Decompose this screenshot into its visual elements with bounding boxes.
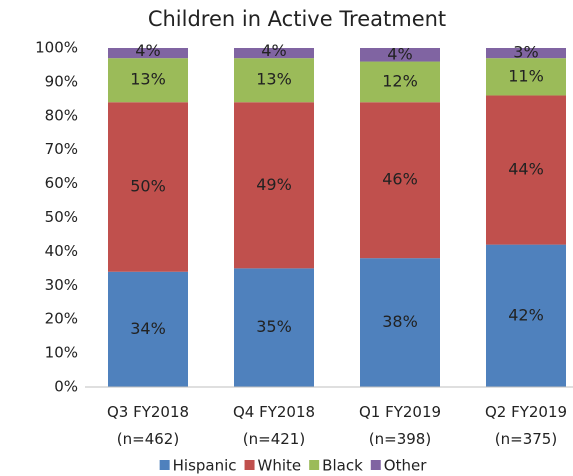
y-tick-label: 40% [45, 242, 78, 260]
value-label: 50% [130, 176, 166, 195]
legend-item: Other [370, 457, 427, 475]
legend-swatch [244, 460, 255, 470]
x-tick-label: Q3 FY2018 (n=462) [107, 403, 189, 448]
y-tick-label: 0% [54, 378, 78, 396]
bar-segment [234, 268, 314, 387]
x-tick-label: Q2 FY2019 (n=375) [485, 403, 567, 448]
value-label: 13% [256, 70, 292, 89]
value-label: 44% [508, 160, 544, 179]
y-tick-label: 70% [45, 140, 78, 158]
value-label: 42% [508, 305, 544, 324]
bar-segment [360, 61, 440, 103]
value-label: 4% [261, 41, 286, 60]
y-tick-label: 80% [45, 106, 78, 124]
y-tick-label: 50% [45, 208, 78, 226]
value-label: 11% [508, 66, 544, 85]
legend-label: Black [322, 457, 363, 475]
y-tick-label: 90% [45, 72, 78, 90]
bar-segment [108, 58, 188, 103]
value-label: 12% [382, 71, 418, 90]
y-tick-label: 20% [45, 310, 78, 328]
legend-label: Hispanic [173, 457, 237, 475]
y-tick-label: 30% [45, 276, 78, 294]
plot-area [108, 48, 566, 387]
y-tick-label: 100% [35, 39, 78, 57]
y-tick-label: 60% [45, 174, 78, 192]
legend-swatch [159, 460, 170, 470]
value-label: 35% [256, 317, 292, 336]
value-label: 46% [382, 170, 418, 189]
legend-label: Other [384, 457, 427, 475]
bar-segment [360, 102, 440, 259]
legend-swatch [309, 460, 320, 470]
bar-segment [108, 48, 188, 59]
bar-segment [360, 48, 440, 62]
legend-item: White [244, 457, 302, 475]
bar-segment [486, 48, 566, 59]
chart-title: Children in Active Treatment [148, 7, 446, 31]
legend-swatch [370, 460, 381, 470]
y-tick-label: 10% [45, 344, 78, 362]
value-label: 13% [130, 70, 166, 89]
bar-segment [108, 102, 188, 272]
bar-segment [108, 271, 188, 387]
x-tick-label: Q4 FY2018 (n=421) [233, 403, 315, 448]
bar-segment [486, 244, 566, 387]
bar-segment [234, 48, 314, 59]
value-label: 3% [513, 43, 538, 62]
value-label: 34% [130, 319, 166, 338]
value-label: 49% [256, 175, 292, 194]
value-label: 38% [382, 312, 418, 331]
legend-item: Hispanic [159, 457, 237, 475]
value-label: 4% [135, 41, 160, 60]
bar-segment [234, 102, 314, 269]
bar-segment [360, 258, 440, 387]
legend-item: Black [309, 457, 363, 475]
value-label: 4% [387, 44, 412, 63]
legend-label: White [258, 457, 302, 475]
bar-segment [486, 58, 566, 96]
bar-segment [486, 95, 566, 245]
bar-segment [234, 58, 314, 103]
x-tick-label: Q1 FY2019 (n=398) [359, 403, 441, 448]
